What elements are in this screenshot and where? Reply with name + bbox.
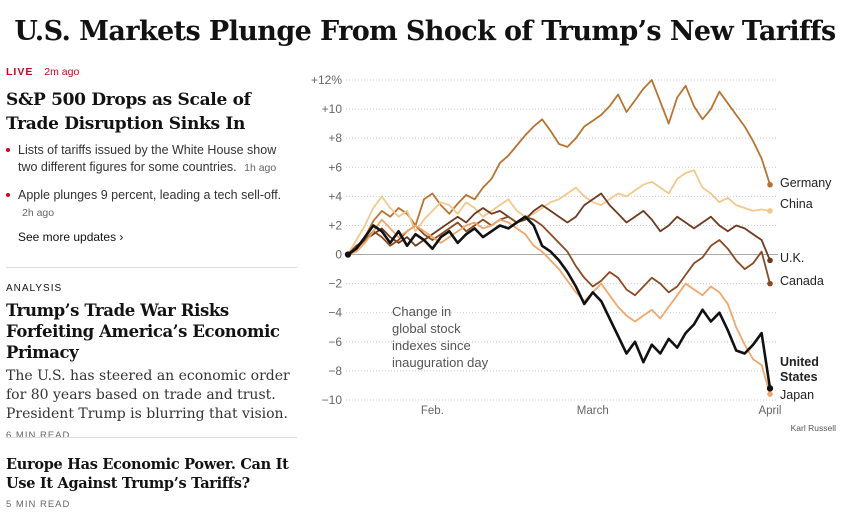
annotation-line: global stock xyxy=(392,321,461,336)
series-label-china: China xyxy=(780,197,813,211)
series-end-dot-uk xyxy=(767,257,773,264)
series-end-labels: Germany China U.K. Canada United States Japan xyxy=(780,176,832,402)
series-label-line: States xyxy=(780,370,818,384)
y-tick-label: +2 xyxy=(328,218,342,232)
lead-story-title[interactable]: S&P 500 Drops as Scale of Trade Disrupti… xyxy=(6,90,251,134)
chart-series xyxy=(344,79,774,397)
y-axis-ticks: +12% +10 +8 +6 +4 +2 0 −2 −4 −6 −8 −10 xyxy=(311,73,342,407)
live-row: LIVE 2m ago xyxy=(6,66,298,82)
series-label-japan: Japan xyxy=(780,388,814,402)
update-text: Lists of tariffs issued by the White Hou… xyxy=(18,143,277,174)
live-badge: LIVE xyxy=(6,66,34,78)
bullet-dot-icon xyxy=(6,193,10,197)
series-end-dot-china xyxy=(767,208,773,214)
y-tick-label: +4 xyxy=(328,189,342,203)
live-update-item[interactable]: Apple plunges 9 percent, leading a tech … xyxy=(6,187,298,222)
series-label-line: United xyxy=(780,355,819,369)
third-story[interactable]: Europe Has Economic Power. Can It Use It… xyxy=(6,455,298,510)
divider xyxy=(6,437,297,438)
see-more-updates-link[interactable]: See more updates › xyxy=(18,230,124,244)
series-label-line: China xyxy=(780,197,813,211)
bullet-dot-icon xyxy=(6,148,10,152)
third-story-title[interactable]: Europe Has Economic Power. Can It Use It… xyxy=(6,456,289,492)
series-label-uk: U.K. xyxy=(780,251,804,265)
y-tick-label: −10 xyxy=(322,393,343,407)
live-update-item[interactable]: Lists of tariffs issued by the White Hou… xyxy=(6,142,298,177)
series-line-us xyxy=(346,215,772,390)
third-story-read-time: 5 MIN READ xyxy=(6,499,71,510)
annotation-line: inauguration day xyxy=(392,355,489,370)
y-tick-label: −8 xyxy=(328,364,342,378)
y-tick-label: +10 xyxy=(322,102,343,116)
update-time: 1h ago xyxy=(244,162,277,174)
chart-credit: Karl Russell xyxy=(791,423,836,433)
analysis-read-time: 6 MIN READ xyxy=(6,430,71,441)
analysis-kicker: ANALYSIS xyxy=(6,283,63,294)
series-label-germany: Germany xyxy=(780,176,832,190)
series-end-dot-us xyxy=(766,385,774,392)
series-line-germany xyxy=(347,79,771,256)
x-tick-label: April xyxy=(758,405,781,417)
x-axis-ticks: Feb. March April xyxy=(421,405,782,417)
live-time: 2m ago xyxy=(44,66,80,78)
update-text: Apple plunges 9 percent, leading a tech … xyxy=(18,188,282,202)
series-label-us: United States xyxy=(780,355,819,384)
x-tick-label: Feb. xyxy=(421,405,444,417)
annotation-line: Change in xyxy=(392,304,451,319)
series-label-line: Japan xyxy=(780,388,814,402)
y-tick-label: +8 xyxy=(328,131,342,145)
y-tick-label: −6 xyxy=(328,335,342,349)
series-end-dot-japan xyxy=(767,391,773,397)
series-start-dot xyxy=(344,251,352,258)
series-label-line: Germany xyxy=(780,176,832,190)
market-chart[interactable]: +12% +10 +8 +6 +4 +2 0 −2 −4 −6 −8 −10 Feb. March Apr… xyxy=(306,68,846,438)
page-headline[interactable]: U.S. Markets Plunge From Shock of Trump’… xyxy=(14,16,836,47)
analysis-story-summary: The U.S. has steered an economic order f… xyxy=(6,368,290,422)
series-label-line: U.K. xyxy=(780,251,804,265)
series-end-dot-germany xyxy=(767,181,773,188)
x-tick-label: March xyxy=(577,405,609,417)
analysis-story[interactable]: ANALYSIS Trump’s Trade War Risks Forfeit… xyxy=(6,283,298,441)
update-time: 2h ago xyxy=(22,207,55,219)
series-label-line: Canada xyxy=(780,274,824,288)
y-tick-label: 0 xyxy=(335,248,342,262)
y-tick-label: +12% xyxy=(311,73,342,87)
lead-story[interactable]: LIVE 2m ago S&P 500 Drops as Scale of Tr… xyxy=(6,66,298,244)
series-end-dot-canada xyxy=(767,280,773,287)
series-label-canada: Canada xyxy=(780,274,824,288)
y-tick-label: +6 xyxy=(328,160,342,174)
chart-annotation: Change in global stock indexes since inaugu… xyxy=(392,304,489,370)
live-updates-list: Lists of tariffs issued by the White Hou… xyxy=(6,142,298,222)
series-line-japan xyxy=(347,218,771,396)
analysis-story-title[interactable]: Trump’s Trade War Risks Forfeiting Ameri… xyxy=(6,301,280,362)
annotation-line: indexes since xyxy=(392,338,471,353)
series-line-uk xyxy=(347,192,771,262)
y-tick-label: −4 xyxy=(328,306,342,320)
divider xyxy=(6,267,297,268)
y-tick-label: −2 xyxy=(328,277,342,291)
